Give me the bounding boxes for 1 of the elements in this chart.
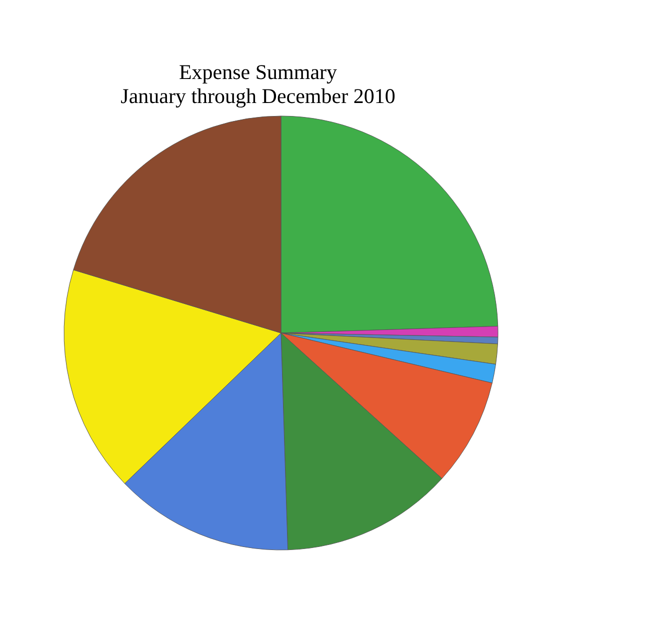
chart-title: Expense Summary January through December 2010 — [120, 60, 396, 108]
